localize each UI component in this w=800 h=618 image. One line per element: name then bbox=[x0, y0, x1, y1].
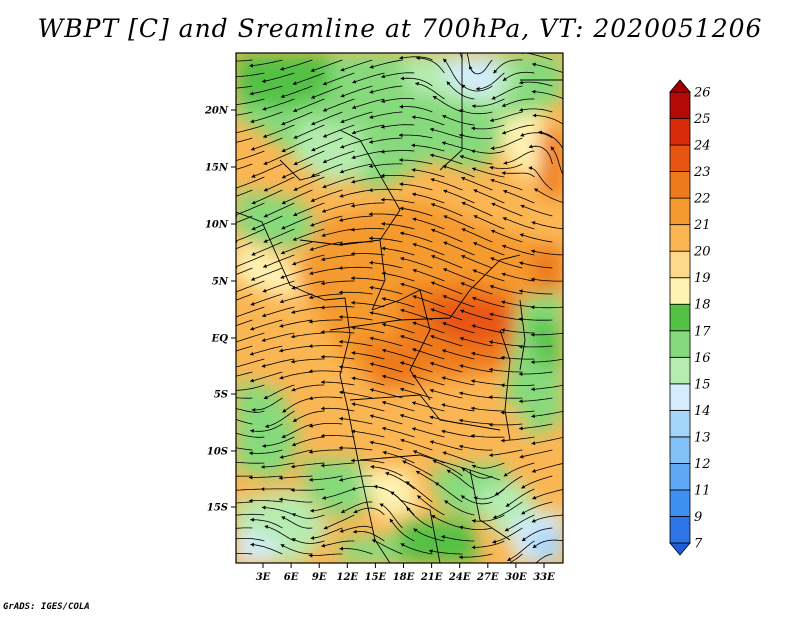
lon-label: 3E bbox=[256, 572, 271, 583]
colorbar-swatch bbox=[669, 144, 691, 172]
colorbar-label: 21 bbox=[693, 218, 711, 233]
lat-label: 10S bbox=[207, 447, 228, 458]
colorbar-label: 12 bbox=[694, 457, 711, 472]
country-borders bbox=[236, 53, 563, 563]
colorbar-label: 16 bbox=[694, 351, 711, 366]
lon-label: 33E bbox=[533, 572, 555, 583]
colorbar-swatch bbox=[669, 79, 691, 93]
colorbar-label: 26 bbox=[693, 86, 711, 101]
colorbar-label: 24 bbox=[693, 139, 711, 154]
colorbar-swatch bbox=[669, 197, 691, 226]
longitude-axis: 3E 6E 9E 12E 15E 18E 21E 24E 27E 30E 33E bbox=[256, 563, 555, 583]
colorbar-label: 7 bbox=[694, 537, 703, 552]
lat-label: 15N bbox=[205, 163, 229, 174]
colorbar-swatch bbox=[669, 118, 691, 146]
lon-label: 12E bbox=[337, 572, 359, 583]
grads-credit: GrADS: IGES/COLA bbox=[3, 602, 90, 612]
colorbar-label: 19 bbox=[694, 271, 711, 286]
colorbar-swatch bbox=[669, 383, 691, 411]
colorbar-label: 13 bbox=[694, 430, 711, 445]
lat-label: 10N bbox=[205, 220, 229, 231]
colorbar-swatch bbox=[669, 542, 691, 556]
colorbar-label: 11 bbox=[694, 483, 711, 498]
wbpt-shading bbox=[236, 53, 563, 563]
lon-label: 21E bbox=[420, 572, 443, 583]
colorbar-label: 18 bbox=[694, 298, 711, 313]
latitude-axis: 20N 15N 10N 5N EQ 5S 10S 15S bbox=[204, 106, 236, 514]
chart-title: WBPT [C] and Sreamline at 700hPa, VT: 20… bbox=[37, 14, 763, 43]
lon-label: 15E bbox=[365, 572, 387, 583]
lat-label: 15S bbox=[207, 503, 228, 514]
lat-label: EQ bbox=[211, 334, 229, 345]
colorbar-swatch bbox=[669, 277, 691, 305]
colorbar-label: 25 bbox=[693, 112, 711, 127]
lon-label: 24E bbox=[448, 572, 471, 583]
colorbar-swatch bbox=[669, 224, 691, 252]
colorbar-swatch bbox=[669, 250, 691, 279]
colorbar-label: 9 bbox=[694, 510, 702, 525]
colorbar-swatch bbox=[669, 303, 691, 332]
colorbar-swatch bbox=[669, 171, 691, 199]
lon-label: 18E bbox=[393, 572, 415, 583]
colorbar-label: 22 bbox=[693, 192, 711, 207]
colorbar-swatch bbox=[669, 91, 691, 119]
colorbar-swatch bbox=[669, 356, 691, 385]
lon-label: 27E bbox=[476, 572, 499, 583]
colorbar-swatch bbox=[669, 516, 691, 544]
streamlines bbox=[236, 53, 563, 563]
colorbar-label: 15 bbox=[694, 377, 711, 392]
colorbar-label: 23 bbox=[693, 165, 711, 180]
lat-label: 5S bbox=[214, 390, 228, 401]
lat-label: 5N bbox=[212, 277, 229, 288]
colorbar-swatch bbox=[669, 489, 691, 517]
colorbar-label: 14 bbox=[694, 404, 711, 419]
colorbar-swatch bbox=[669, 436, 691, 464]
lat-label: 20N bbox=[204, 106, 229, 117]
colorbar-swatch bbox=[669, 463, 691, 491]
colorbar-label: 20 bbox=[693, 245, 711, 260]
colorbar-swatch bbox=[669, 409, 691, 438]
lon-label: 6E bbox=[284, 572, 299, 583]
lon-label: 9E bbox=[312, 572, 327, 583]
colorbar-swatch bbox=[669, 330, 691, 358]
colorbar-label: 17 bbox=[694, 324, 711, 339]
lon-label: 30E bbox=[505, 572, 527, 583]
